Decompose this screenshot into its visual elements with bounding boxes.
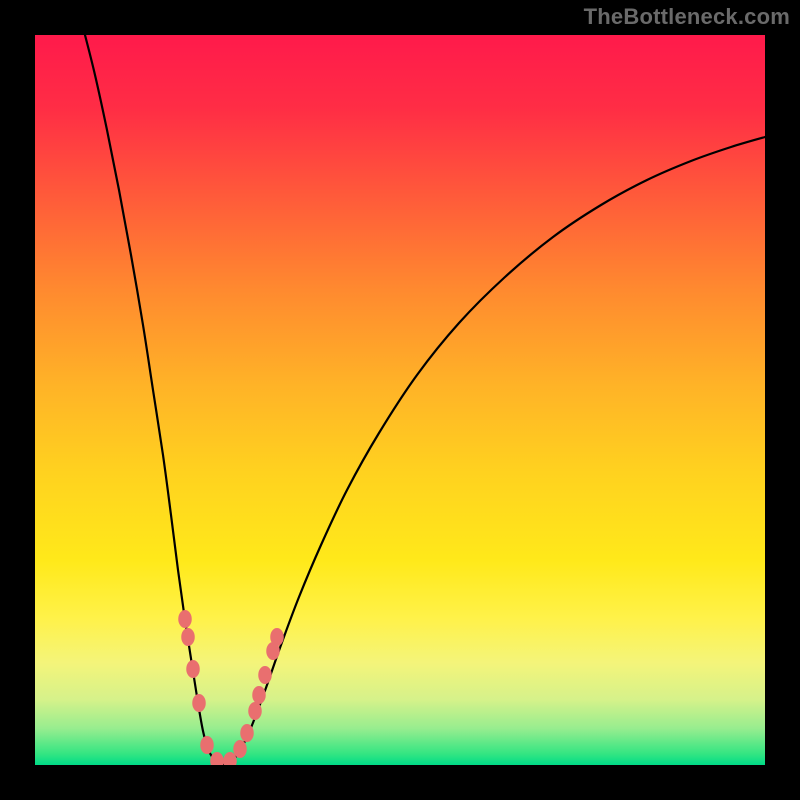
marker-dot <box>178 610 192 628</box>
marker-dot <box>258 666 272 684</box>
watermark-text: TheBottleneck.com <box>584 4 790 30</box>
marker-dot <box>233 740 247 758</box>
marker-dot <box>200 736 214 754</box>
marker-dot <box>210 752 224 765</box>
marker-dot <box>248 702 262 720</box>
right-curve <box>225 137 765 765</box>
marker-dot <box>240 724 254 742</box>
left-curve <box>85 35 225 765</box>
curve-layer <box>35 35 765 765</box>
outer-frame: TheBottleneck.com <box>0 0 800 800</box>
marker-dot <box>186 660 200 678</box>
marker-dot <box>181 628 195 646</box>
marker-dot <box>270 628 284 646</box>
marker-group <box>178 610 284 765</box>
marker-dot <box>252 686 266 704</box>
plot-area <box>35 35 765 765</box>
marker-dot <box>192 694 206 712</box>
